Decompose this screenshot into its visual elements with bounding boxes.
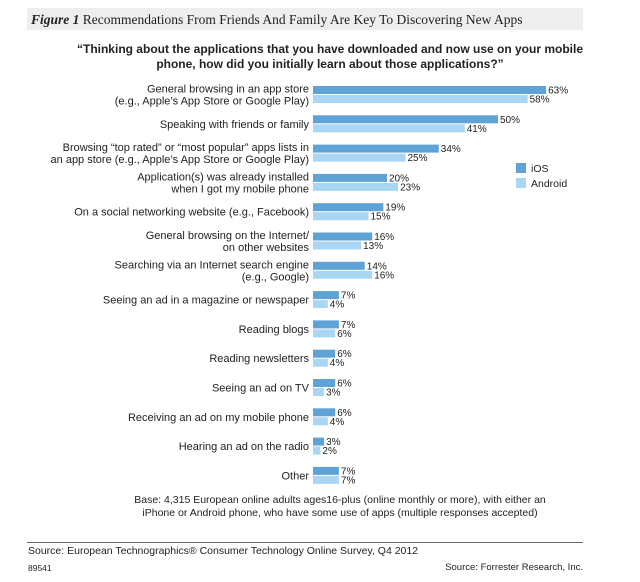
- bar-android: [313, 388, 325, 396]
- bar-android: [313, 95, 528, 103]
- survey-question: “Thinking about the applications that yo…: [76, 42, 584, 71]
- category-label: Reading blogs: [239, 324, 310, 336]
- bar-android: [313, 300, 328, 309]
- bar-ios: [313, 320, 339, 329]
- legend-label-android: Android: [531, 178, 567, 190]
- data-label: 25%: [408, 153, 428, 164]
- category-label: Other: [281, 470, 309, 482]
- figure-header-bar: [27, 8, 583, 30]
- category-label: an app store (e.g., Apple’s App Store or…: [51, 154, 309, 166]
- bar-ios: [313, 261, 365, 270]
- data-label: 34%: [441, 144, 461, 155]
- bar-android: [313, 241, 362, 250]
- category-label: when I got my mobile phone: [170, 183, 309, 195]
- data-label: 4%: [330, 358, 345, 369]
- category-label: On a social networking website (e.g., Fa…: [74, 207, 309, 219]
- bar-ios: [313, 379, 336, 387]
- bar-android: [313, 182, 399, 191]
- bar-android: [313, 153, 406, 162]
- bar-ios: [313, 203, 384, 212]
- data-label: 3%: [326, 388, 341, 399]
- data-label: 58%: [530, 95, 550, 106]
- data-label: 19%: [385, 203, 405, 214]
- bar-android: [313, 329, 336, 338]
- category-label: (e.g., Apple’s App Store or Google Play): [115, 96, 309, 108]
- data-label: 2%: [322, 446, 337, 457]
- data-label: 15%: [371, 212, 391, 223]
- bar-ios: [313, 115, 498, 124]
- source-note: Source: European Technographics® Consume…: [28, 545, 419, 557]
- bar-ios: [313, 173, 387, 182]
- bar-ios: [313, 144, 439, 153]
- bar-ios: [313, 291, 339, 300]
- category-label: on other websites: [223, 242, 310, 254]
- copyright-note: Source: Forrester Research, Inc.: [445, 562, 583, 573]
- category-label: Searching via an Internet search engine: [115, 259, 309, 271]
- legend-swatch-android: [516, 178, 526, 188]
- category-label: Speaking with friends or family: [160, 119, 310, 131]
- bar-android: [313, 270, 373, 279]
- data-label: 6%: [337, 349, 352, 360]
- data-label: 16%: [374, 232, 394, 243]
- data-label: 4%: [330, 417, 345, 428]
- data-label: 7%: [341, 475, 356, 486]
- data-label: 13%: [363, 241, 383, 252]
- bar-ios: [313, 232, 373, 241]
- data-label: 20%: [389, 173, 409, 184]
- footer-rule: [27, 542, 583, 543]
- data-label: 7%: [341, 466, 356, 477]
- bar-android: [313, 212, 369, 221]
- legend-swatch-ios: [516, 163, 526, 173]
- category-label: Application(s) was already installed: [137, 171, 309, 183]
- bar-ios: [313, 408, 336, 417]
- base-note: Base: 4,315 European online adults ages1…: [134, 494, 546, 519]
- document-id: 89541: [28, 563, 52, 573]
- bar-android: [313, 417, 328, 426]
- figure-title: Figure 1 Recommendations From Friends An…: [31, 12, 523, 28]
- bar-ios: [313, 349, 336, 358]
- category-label: Hearing an ad on the radio: [179, 441, 309, 453]
- category-label: (e.g., Google): [242, 271, 309, 283]
- bar-ios: [313, 437, 325, 446]
- figure-title-text: Recommendations From Friends And Family …: [82, 12, 523, 27]
- data-label: 50%: [500, 115, 520, 126]
- data-label: 3%: [326, 437, 341, 448]
- data-label: 7%: [341, 291, 356, 302]
- figure-number: Figure 1: [31, 12, 80, 27]
- bar-android: [313, 358, 328, 367]
- data-label: 7%: [341, 320, 356, 331]
- data-label: 6%: [337, 379, 352, 390]
- bar-ios: [313, 86, 547, 94]
- data-label: 41%: [467, 124, 487, 135]
- category-label: Seeing an ad on TV: [212, 383, 310, 395]
- data-label: 63%: [548, 86, 568, 97]
- category-label: Browsing “top rated” or “most popular” a…: [63, 142, 309, 154]
- bar-android: [313, 446, 321, 455]
- category-label: Reading newsletters: [209, 353, 309, 365]
- category-label: Seeing an ad in a magazine or newspaper: [103, 295, 309, 307]
- legend-label-ios: iOS: [531, 163, 549, 175]
- data-label: 6%: [337, 408, 352, 419]
- bar-ios: [313, 466, 339, 475]
- bar-chart: General browsing in an app store(e.g., A…: [51, 84, 569, 487]
- bar-android: [313, 124, 465, 133]
- data-label: 6%: [337, 329, 352, 340]
- data-label: 4%: [330, 300, 345, 311]
- bar-android: [313, 475, 339, 484]
- category-label: General browsing in an app store: [147, 84, 309, 96]
- data-label: 14%: [367, 261, 387, 272]
- category-label: General browsing on the Internet/: [146, 230, 310, 242]
- category-label: Receiving an ad on my mobile phone: [128, 412, 309, 424]
- data-label: 16%: [374, 270, 394, 281]
- data-label: 23%: [400, 182, 420, 193]
